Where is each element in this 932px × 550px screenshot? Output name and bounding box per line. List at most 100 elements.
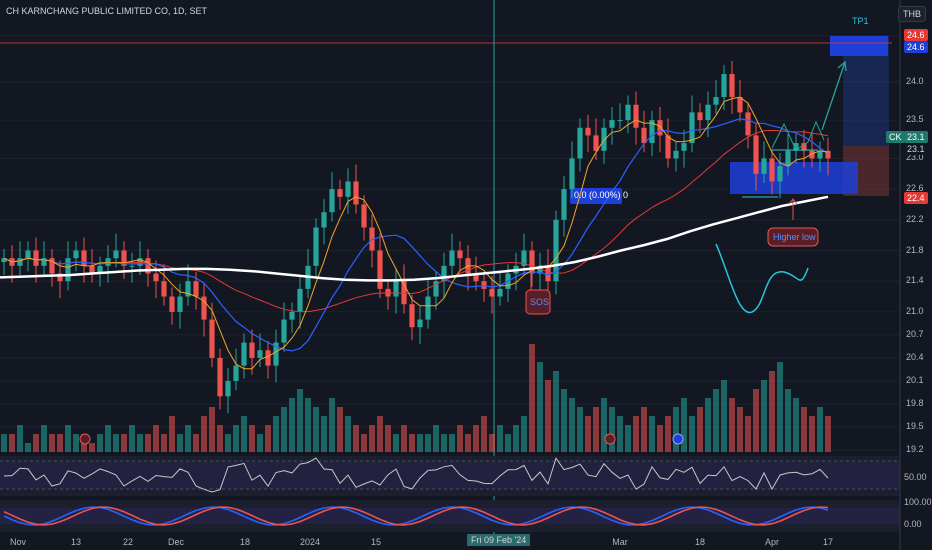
candle-body xyxy=(65,258,71,282)
volume-bar xyxy=(121,434,127,452)
volume-bar xyxy=(113,434,119,452)
stoch-axis-bottom: 0.00 xyxy=(904,519,922,529)
volume-bar xyxy=(601,398,607,452)
volume-bar xyxy=(409,434,415,452)
candle-body xyxy=(697,112,703,121)
volume-bar xyxy=(673,407,679,452)
candle-body xyxy=(681,143,687,151)
candle-body xyxy=(777,166,783,182)
candle-body xyxy=(193,281,199,297)
candle-body xyxy=(529,250,535,274)
volume-bar xyxy=(209,407,215,452)
price-axis-label: 21.4 xyxy=(906,275,924,286)
candle-body xyxy=(729,74,735,98)
ma-blue-line xyxy=(3,118,829,352)
candle-body xyxy=(265,350,271,366)
volume-bar xyxy=(257,434,263,452)
volume-bar xyxy=(553,371,559,452)
volume-bar xyxy=(625,425,631,452)
hand-curve xyxy=(715,243,809,314)
price-axis-label: 23.5 xyxy=(906,114,924,125)
volume-bar xyxy=(753,389,759,452)
dividend-icon xyxy=(672,433,684,445)
candle-body xyxy=(585,127,591,136)
candle-body xyxy=(609,120,615,128)
candle-body xyxy=(713,97,719,105)
candle-body xyxy=(33,250,39,266)
candle-body xyxy=(809,150,815,159)
candle-body xyxy=(657,120,663,136)
price-axis-label: 19.2 xyxy=(906,444,924,454)
volume-bar xyxy=(73,434,79,452)
candle-body xyxy=(601,127,607,151)
volume-bar xyxy=(401,425,407,452)
volume-bar xyxy=(273,416,279,452)
volume-bar xyxy=(721,380,727,452)
volume-bar xyxy=(345,416,351,452)
volume-bar xyxy=(713,389,719,452)
candle-body xyxy=(57,273,63,282)
sos-box xyxy=(525,289,551,315)
volume-bar xyxy=(569,398,575,452)
volume-bar xyxy=(489,434,495,452)
volume-bar xyxy=(657,425,663,452)
crosshair-date: Fri 09 Feb '24 xyxy=(467,534,531,546)
projection-arrow-head xyxy=(837,60,847,72)
ck-label: CK xyxy=(886,131,905,143)
price-axis-label: 23.0 xyxy=(906,152,924,163)
price-axis-label: 20.1 xyxy=(906,374,924,385)
candle-body xyxy=(297,288,303,312)
volume-bar xyxy=(825,416,831,452)
volume-bar xyxy=(329,398,335,452)
volume-bar xyxy=(313,407,319,452)
candle-body xyxy=(281,319,287,343)
candle-body xyxy=(641,127,647,144)
volume-bars xyxy=(1,344,831,452)
volume-bar xyxy=(665,416,671,452)
volume-bar xyxy=(785,389,791,452)
currency-button[interactable]: THB xyxy=(898,6,926,22)
volume-bar xyxy=(441,434,447,452)
candle-body xyxy=(801,143,807,151)
volume-bar xyxy=(769,371,775,452)
volume-bar xyxy=(321,416,327,452)
volume-bar xyxy=(185,425,191,452)
time-axis-label: 15 xyxy=(370,537,382,547)
price-tag-current-2: 23.1 xyxy=(904,143,928,155)
price-axis-label: 19.8 xyxy=(906,397,924,408)
volume-bar xyxy=(393,434,399,452)
ma-red-line xyxy=(3,129,829,313)
volume-bar xyxy=(777,362,783,452)
candle-body xyxy=(97,265,103,274)
volume-bar xyxy=(89,443,95,452)
price-axis-label: 22.6 xyxy=(906,183,924,194)
volume-bar xyxy=(361,434,367,452)
candle-body xyxy=(489,288,495,297)
zigzag-drawing xyxy=(771,120,825,151)
higher-low-label: Higher low xyxy=(773,232,816,242)
candle-body xyxy=(393,281,399,297)
candle-body xyxy=(441,265,447,282)
candle-body xyxy=(257,350,263,358)
candle-body xyxy=(449,250,455,266)
candle-body xyxy=(153,273,159,282)
volume-bar xyxy=(529,344,535,452)
candle-body xyxy=(825,150,831,159)
time-axis-label: 18 xyxy=(694,537,706,547)
candle-body xyxy=(769,158,775,182)
candle-body xyxy=(25,250,31,259)
time-axis-label: Nov xyxy=(9,537,27,547)
candle-body xyxy=(217,357,223,397)
price-axis-label: 20.4 xyxy=(906,351,924,362)
volume-bar xyxy=(649,416,655,452)
candle-body xyxy=(617,120,623,122)
volume-bar xyxy=(617,416,623,452)
sos-label: SOS xyxy=(530,297,550,307)
candle-body xyxy=(273,342,279,366)
candle-body xyxy=(545,265,551,282)
candle-body xyxy=(353,181,359,205)
candle-body xyxy=(225,380,231,397)
candle-body xyxy=(737,97,743,113)
candle-body xyxy=(185,281,191,297)
